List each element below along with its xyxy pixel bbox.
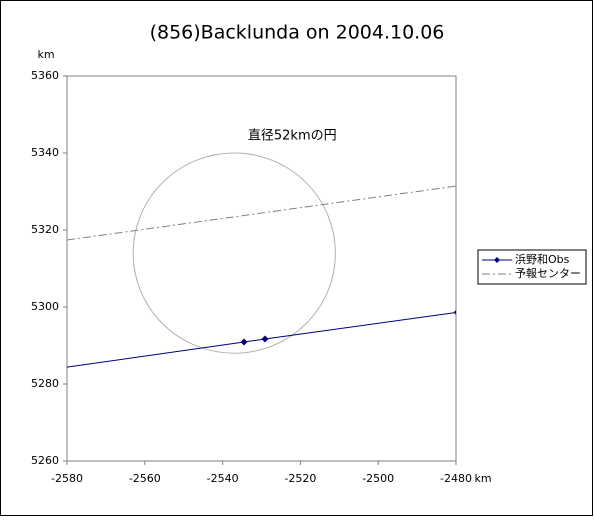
legend-box	[477, 249, 587, 285]
y-tick-label: 5280	[31, 377, 59, 390]
y-axis-label: km	[37, 48, 54, 61]
x-tick-label: -2500	[362, 472, 394, 485]
y-tick-label: 5320	[31, 223, 59, 236]
y-tick-label: 5300	[31, 300, 59, 313]
circle-label: 直径52kmの円	[248, 129, 337, 144]
x-tick-label: -2480	[440, 472, 472, 485]
series-line	[67, 312, 456, 368]
legend-label: 浜野和Obs	[515, 253, 570, 266]
series-line	[67, 185, 456, 241]
plot-content	[67, 152, 456, 368]
circle	[132, 152, 336, 354]
marker	[240, 338, 248, 346]
y-tick-label: 5360	[31, 69, 59, 82]
marker	[453, 310, 456, 315]
chart-title: (856)Backlunda on 2004.10.06	[150, 22, 445, 44]
legend-marker	[494, 257, 500, 263]
plot-area	[66, 75, 457, 462]
x-tick-label: -2580	[51, 472, 83, 485]
x-tick-label: -2560	[129, 472, 161, 485]
legend-label: 予報センター	[515, 267, 581, 280]
x-tick-label: -2540	[207, 472, 239, 485]
marker	[261, 335, 269, 343]
y-tick-label: 5260	[31, 454, 59, 467]
x-axis-label: km	[474, 472, 491, 485]
x-tick-label: -2520	[284, 472, 316, 485]
y-tick-label: 5340	[31, 146, 59, 159]
